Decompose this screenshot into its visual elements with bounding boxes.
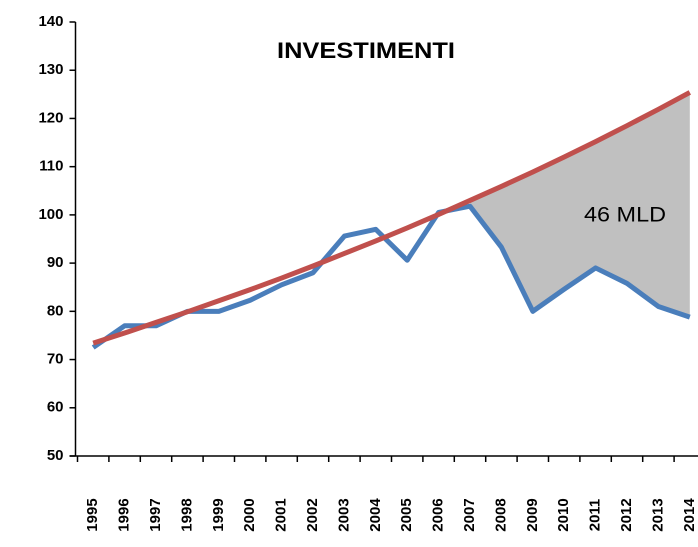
x-tick-label: 2008 [492, 498, 509, 531]
y-tick-label: 100 [38, 206, 63, 223]
x-tick-label: 2006 [430, 498, 447, 531]
x-tick-label: 1998 [178, 498, 195, 531]
x-tick-label: 1996 [116, 498, 133, 531]
x-tick-label: 2005 [398, 498, 415, 531]
y-tick-label: 140 [38, 13, 63, 30]
x-tick-label: 1999 [210, 498, 227, 531]
y-tick-label: 90 [47, 254, 64, 271]
x-tick-label: 2002 [304, 498, 321, 531]
chart-title: INVESTIMENTI [277, 38, 455, 63]
line-series [92, 90, 691, 346]
x-tick-label: 2001 [273, 498, 290, 531]
x-tick-label: 1995 [84, 498, 101, 531]
annotation: 46 MLD [584, 204, 666, 227]
x-tick-label: 2003 [335, 498, 352, 531]
x-tick-label: 2010 [555, 498, 572, 531]
y-tick-label: 110 [39, 158, 63, 175]
gap-area [470, 92, 690, 318]
x-tick-label: 2007 [461, 498, 478, 531]
x-tick-label: 2014 [681, 498, 698, 532]
y-tick-label: 130 [38, 61, 63, 78]
y-tick-label: 80 [47, 302, 64, 319]
x-tick-label: 1997 [147, 498, 164, 531]
x-tick-label: 2012 [618, 498, 635, 531]
y-tick-label: 60 [47, 399, 64, 416]
x-tick-label: 2009 [524, 498, 541, 531]
x-tick-label: 2013 [649, 498, 666, 531]
y-tick-label: 120 [38, 109, 63, 126]
x-tick-label: 2004 [367, 498, 384, 532]
y-tick-label: 70 [47, 351, 64, 368]
y-tick-label: 50 [47, 447, 64, 464]
x-tick-label: 2000 [241, 498, 258, 531]
x-tick-label: 2011 [587, 499, 604, 532]
